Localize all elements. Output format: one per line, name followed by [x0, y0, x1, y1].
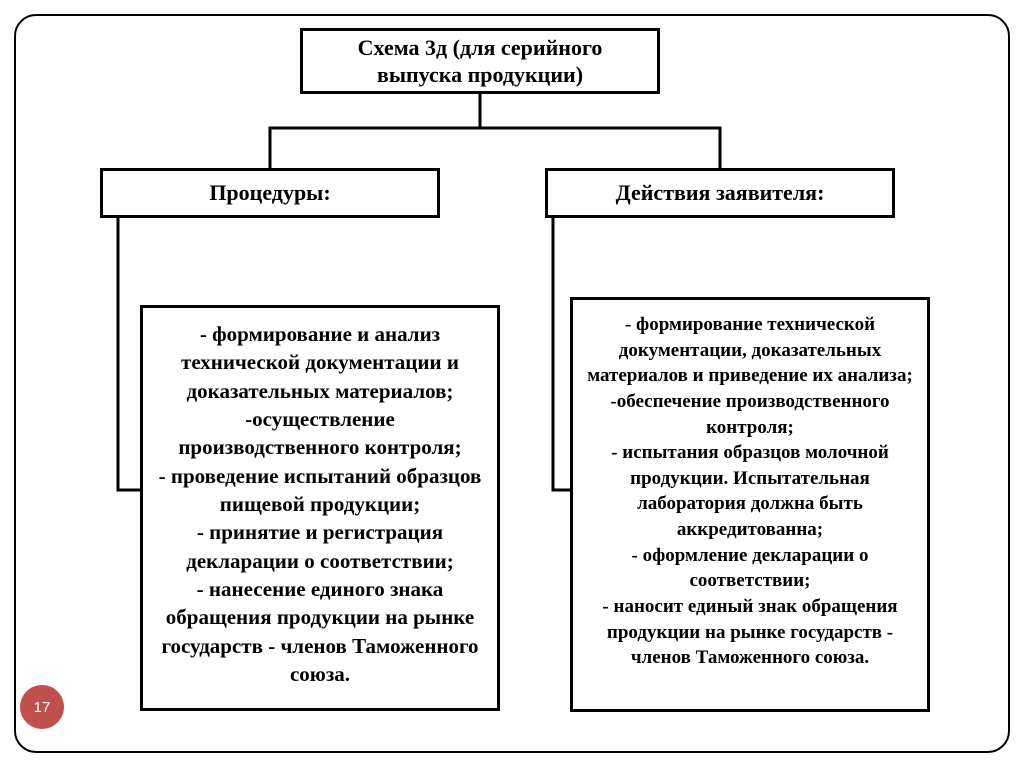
slide: Схема 3д (для серийного выпуска продукци… — [0, 0, 1024, 767]
applicant-body-text: - формирование технической документации,… — [587, 314, 913, 668]
applicant-header-box: Действия заявителя: — [545, 168, 895, 218]
page-number-badge: 17 — [20, 685, 64, 729]
procedures-body-box: - формирование и анализ технической доку… — [140, 305, 500, 711]
procedures-body-text: - формирование и анализ технической доку… — [159, 322, 482, 686]
applicant-header-text: Действия заявителя: — [616, 179, 825, 207]
procedures-header-text: Процедуры: — [209, 179, 330, 207]
title-text: Схема 3д (для серийного выпуска продукци… — [313, 34, 647, 89]
page-number-text: 17 — [34, 699, 51, 716]
procedures-header-box: Процедуры: — [100, 168, 440, 218]
title-box: Схема 3д (для серийного выпуска продукци… — [300, 28, 660, 94]
applicant-body-box: - формирование технической документации,… — [570, 297, 930, 712]
